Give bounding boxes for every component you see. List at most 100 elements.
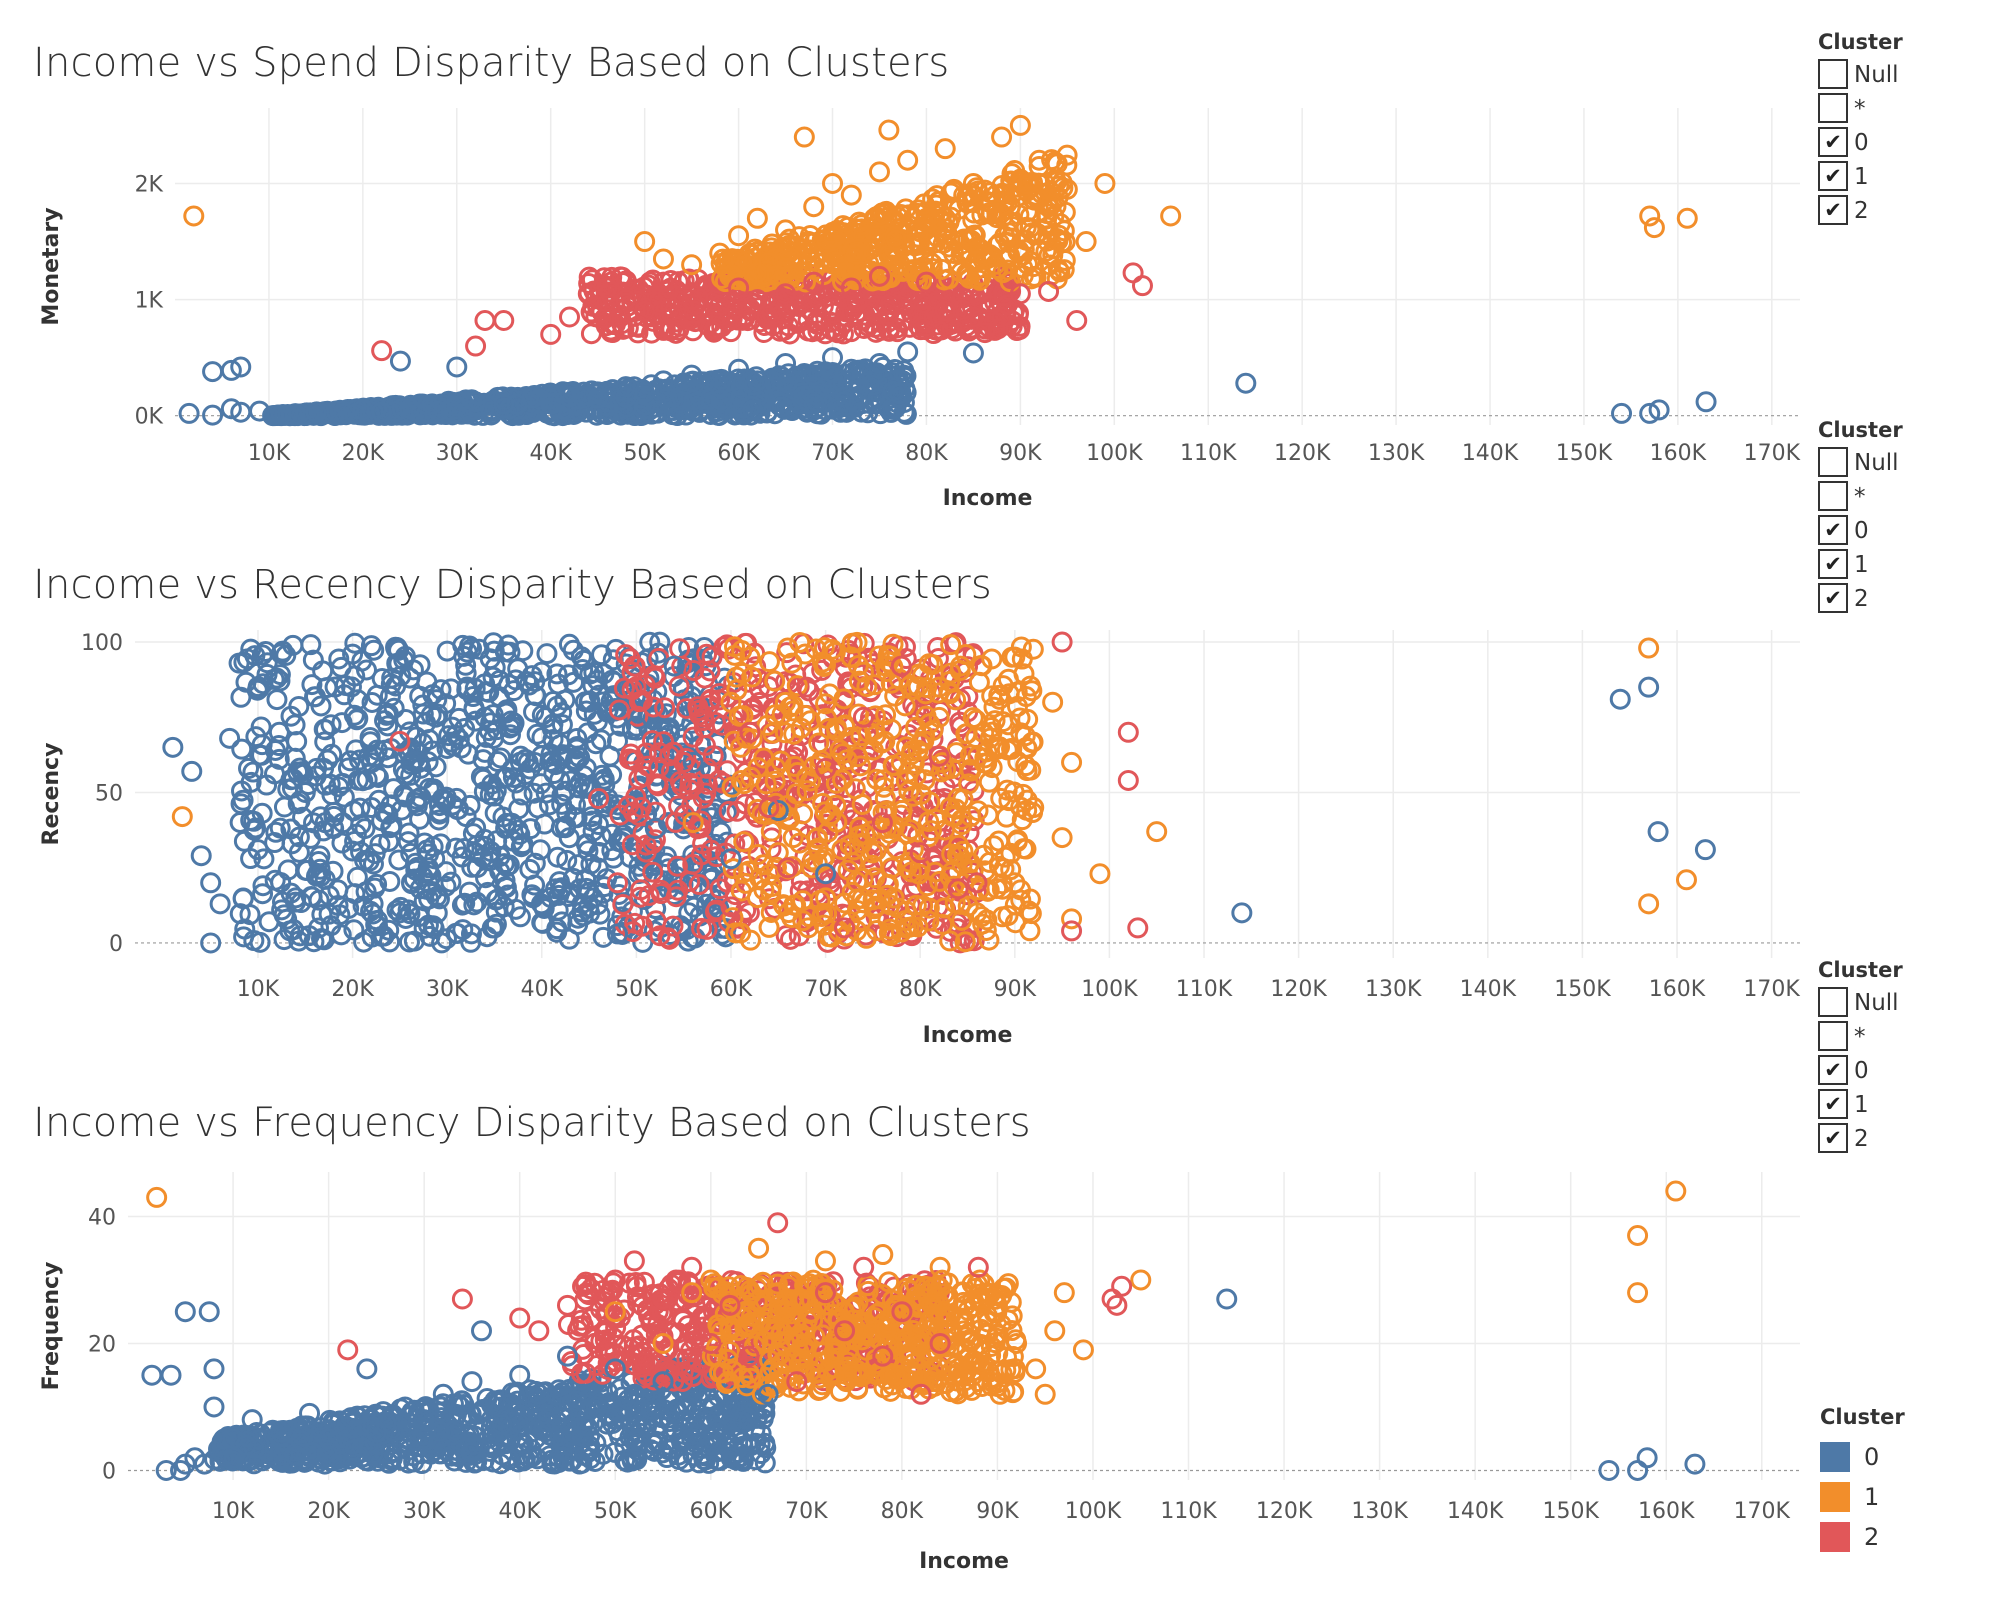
data-point [983,835,1005,857]
frequency-chart: 10K 20K 30K 40K 50K 60K 70K 80K 90K 100K 110K 120K 1… [39,1172,1800,1574]
data-point [709,294,731,316]
data-point [625,676,647,698]
data-point [1146,821,1168,843]
data-point [524,852,546,874]
data-point [417,857,439,879]
data-point [634,300,656,322]
data-point [200,872,222,894]
data-point [828,397,850,419]
x-tick-label: 100K [1086,441,1143,466]
data-point [900,302,922,324]
data-point [688,874,710,896]
series-1 [171,637,1697,930]
data-point [233,926,255,948]
data-point [1018,900,1040,922]
data-point [353,931,375,953]
data-point [507,1412,529,1434]
data-point [775,925,797,947]
data-point [580,323,602,345]
data-point [775,671,797,693]
data-point [692,833,714,855]
data-point [864,674,886,696]
data-point [398,822,420,844]
data-point [521,387,543,409]
data-point [508,798,530,820]
data-point [902,694,924,716]
data-point [316,1442,338,1464]
data-point [550,733,572,755]
data-point [285,1445,307,1467]
data-point [540,323,562,345]
data-point [915,271,937,293]
data-point [601,266,623,288]
data-point [676,697,698,719]
data-point [238,757,260,779]
x-tick-label: 20K [331,977,374,1002]
data-point [1075,231,1097,253]
data-point [301,674,323,696]
data-point [758,651,780,673]
data-point [668,675,690,697]
x-tick-label: 160K [1650,441,1707,466]
data-point [288,826,310,848]
data-point [455,654,477,676]
data-point [1020,759,1042,781]
data-point [613,677,635,699]
data-point [949,845,971,867]
data-point [777,857,799,879]
data-point [1009,283,1031,305]
series-0 [162,640,1716,954]
data-point [1648,399,1670,421]
data-point [810,308,832,330]
data-point [472,768,494,790]
data-point [523,782,545,804]
data-point [681,289,703,311]
data-point [594,308,616,330]
data-point [493,768,515,790]
data-point [803,271,825,293]
data-point [484,1390,506,1412]
data-point [833,688,855,710]
data-point [408,751,430,773]
data-point [781,907,803,929]
data-point [775,257,797,279]
data-point [840,358,862,380]
x-tick-label: 70K [804,977,847,1002]
data-point [1025,266,1047,288]
data-point [850,359,872,381]
data-point [634,381,656,403]
data-point [841,632,863,654]
data-point [271,891,293,913]
y-tick-label: 2K [135,172,164,197]
x-tick-label: 70K [811,441,854,466]
data-point [346,709,368,731]
data-point [939,670,961,692]
data-point [536,643,558,665]
data-point [256,774,278,796]
data-point [243,930,265,952]
data-point [644,667,666,689]
data-point [593,768,615,790]
data-point [361,797,383,819]
x-tick-label: 160K [1638,1499,1695,1524]
data-point [998,790,1020,812]
data-point [939,683,961,705]
data-point [913,193,935,215]
data-point [767,800,789,822]
data-point [555,780,577,802]
data-point [818,717,840,739]
data-point [967,800,989,822]
data-point [974,747,996,769]
data-point [569,878,591,900]
data-point [997,905,1019,927]
data-point [1061,751,1083,773]
data-point [258,911,280,933]
data-point [1035,240,1057,262]
data-point [295,859,317,881]
data-point [445,837,467,859]
data-point [440,678,462,700]
x-tick-label: 10K [212,1499,255,1524]
data-point [746,370,768,392]
data-point [885,229,907,251]
data-point [1043,238,1065,260]
